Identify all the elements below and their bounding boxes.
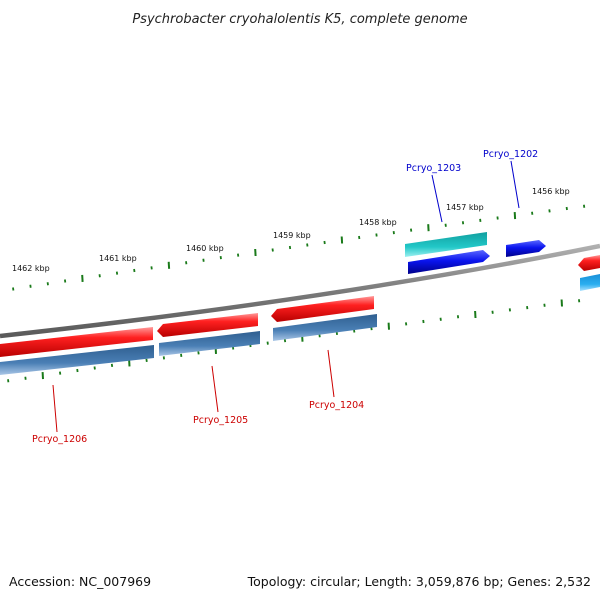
gene-label-pcryo-1202[interactable]: Pcryo_1202 [483,149,538,160]
accession-text: Accession: NC_007969 [9,574,151,589]
gene-arrow-pcryo-1205[interactable] [157,313,258,337]
gene-label-pcryo-1203[interactable]: Pcryo_1203 [406,163,461,174]
ruler-label: 1460 kbp [186,244,224,253]
leader-line-pcryo-1202 [510,160,520,209]
cds-bar-offscreen-right[interactable] [580,274,600,291]
leader-line-pcryo-1204 [327,349,335,398]
gene-arrow-pcryo-1202[interactable] [506,240,546,257]
ruler-label: 1462 kbp [12,264,50,273]
ruler-label: 1461 kbp [99,254,137,263]
cds-bar-pcryo-1206[interactable] [0,345,154,375]
leader-line-pcryo-1206 [52,384,58,433]
cds-bar-pcryo-1203[interactable] [405,232,487,257]
genome-backbone [0,243,600,339]
label-leader-lines [52,160,520,433]
forward-strand-cds [405,232,600,291]
cds-bar-pcryo-1204[interactable] [273,314,377,341]
forward-strand-genes [408,240,546,274]
genome-summary-text: Topology: circular; Length: 3,059,876 bp… [247,574,591,589]
cds-bar-pcryo-1205[interactable] [159,331,260,356]
gene-arrow-pcryo-1204[interactable] [271,296,374,322]
ruler-label: 1457 kbp [446,203,484,212]
ruler-label: 1456 kbp [532,187,570,196]
map-title: Psychrobacter cryohalolentis K5, complet… [132,12,467,27]
leader-line-pcryo-1205 [211,365,219,413]
leader-line-pcryo-1203 [431,174,443,223]
reverse-strand-genes [0,255,600,357]
gene-label-pcryo-1205[interactable]: Pcryo_1205 [193,415,248,426]
ruler-label: 1458 kbp [359,218,397,227]
gene-arrow-pcryo-1206[interactable] [0,327,153,357]
gene-arrow-offscreen-right[interactable] [578,255,600,271]
gene-arrow-pcryo-1203[interactable] [408,250,490,274]
gene-label-pcryo-1206[interactable]: Pcryo_1206 [32,434,87,445]
outer-ruler-ticks [12,204,586,291]
gene-labels: Pcryo_1206 Pcryo_1205 Pcryo_1204 Pcryo_1… [32,149,538,445]
ruler-labels: 1462 kbp 1461 kbp 1460 kbp 1459 kbp 1458… [12,187,570,273]
gene-label-pcryo-1204[interactable]: Pcryo_1204 [309,400,364,411]
reverse-strand-cds [0,314,377,375]
ruler-label: 1459 kbp [273,231,311,240]
inner-ruler-ticks [7,299,581,383]
